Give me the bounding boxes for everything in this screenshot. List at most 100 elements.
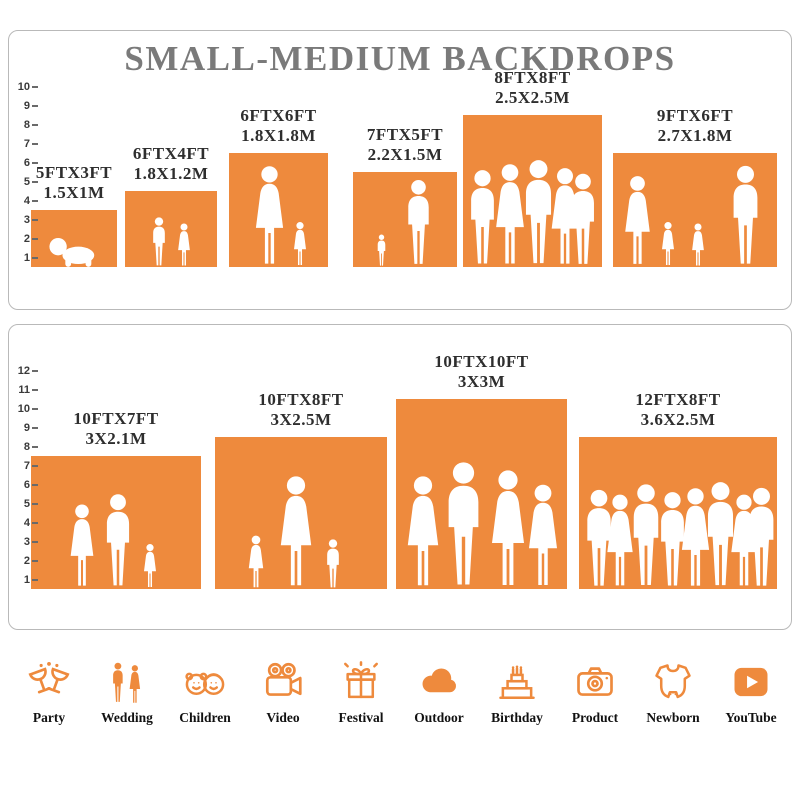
mother-child-silhouette — [255, 166, 306, 265]
video-camera-icon — [265, 662, 302, 696]
ruler-mark: 8 — [12, 115, 38, 134]
category-children: Children — [168, 660, 242, 726]
category-youtube: YouTube — [714, 660, 788, 726]
ruler-mark: 10 — [12, 399, 38, 418]
ruler-number: 11 — [18, 383, 30, 396]
ruler-number: 9 — [23, 99, 30, 112]
father-toddler-silhouette — [377, 179, 429, 266]
wedding-couple-icon — [113, 662, 141, 703]
children-silhouette — [153, 217, 190, 266]
category-festival: Festival — [324, 660, 398, 726]
tick-mark — [32, 256, 38, 259]
size-m: 2.7X1.8M — [657, 126, 733, 146]
ruler-number: 7 — [23, 459, 30, 472]
size-m: 3X3M — [457, 372, 506, 392]
tick-mark — [32, 123, 38, 126]
backdrop-7ftx5ft — [353, 172, 457, 267]
backdrop-label: 5FTX3FT 1.5X1M — [11, 163, 137, 204]
category-party: Party — [12, 660, 86, 726]
ruler-mark: 2 — [12, 551, 38, 570]
category-label: Outdoor — [414, 710, 464, 725]
ruler-mark: 5 — [12, 172, 38, 191]
size-ft: 5FTX3FT — [35, 162, 113, 182]
ruler-number: 8 — [23, 440, 30, 453]
backdrop-label: 10FTX10FT 3X3M — [396, 352, 567, 393]
backdrop-6ftx4ft — [125, 191, 217, 267]
category-product: Product — [558, 660, 632, 726]
ruler-number: 4 — [23, 194, 30, 207]
tick-mark — [32, 502, 38, 505]
backdrop-label: 10FTX8FT 3X2.5M — [215, 390, 387, 431]
ruler-mark: 8 — [12, 437, 38, 456]
tick-mark — [32, 540, 38, 543]
tick-mark — [32, 237, 38, 240]
gift-icon — [344, 661, 378, 699]
tick-mark — [32, 445, 38, 448]
category-newborn: Newborn — [636, 660, 710, 726]
camera-icon — [577, 667, 613, 696]
ruler-number: 3 — [23, 213, 30, 226]
size-m: 3.6X2.5M — [640, 410, 716, 430]
ruler-mark: 4 — [12, 191, 38, 210]
ruler-mark: 7 — [12, 134, 38, 153]
category-outdoor: Outdoor — [402, 660, 476, 726]
ruler-bottom: 12 11 10 9 8 7 6 5 4 3 2 1 — [12, 361, 38, 589]
ruler-mark: 3 — [12, 532, 38, 551]
family-silhouette — [625, 165, 758, 266]
tick-mark — [32, 578, 38, 581]
ruler-mark: 4 — [12, 513, 38, 532]
size-ft: 10FTX8FT — [258, 389, 344, 409]
ruler-mark: 6 — [12, 153, 38, 172]
tick-mark — [32, 407, 38, 410]
category-label: Video — [266, 710, 300, 725]
tick-mark — [32, 85, 38, 88]
backdrop-8ftx8ft — [463, 115, 602, 267]
ruler-mark: 2 — [12, 229, 38, 248]
ruler-number: 1 — [23, 251, 30, 264]
size-m: 3X2.5M — [270, 410, 332, 430]
ruler-mark: 9 — [12, 96, 38, 115]
ruler-top: 10 9 8 7 6 5 4 3 2 1 — [12, 77, 38, 267]
backdrop-label: 6FTX4FT 1.8X1.2M — [105, 144, 237, 185]
backdrop-12ftx8ft — [579, 437, 777, 589]
ruler-number: 6 — [23, 156, 30, 169]
tick-mark — [32, 483, 38, 486]
adult-group-silhouette — [407, 462, 557, 586]
tick-mark — [32, 464, 38, 467]
ruler-mark: 9 — [12, 418, 38, 437]
backdrop-6ftx6ft — [229, 153, 328, 267]
tick-mark — [32, 161, 38, 164]
ruler-mark: 7 — [12, 456, 38, 475]
tick-mark — [32, 559, 38, 562]
ruler-number: 12 — [17, 364, 30, 377]
ruler-number: 10 — [17, 402, 30, 415]
panel-small-backdrops: SMALL-MEDIUM BACKDROPS 10 9 8 7 6 5 4 3 … — [8, 30, 792, 310]
ruler-number: 10 — [17, 80, 30, 93]
cloud-icon — [422, 668, 456, 693]
category-label: Party — [32, 710, 66, 725]
ruler-mark: 6 — [12, 475, 38, 494]
ruler-number: 8 — [23, 118, 30, 131]
crowd-silhouette — [587, 482, 774, 586]
ruler-mark: 3 — [12, 210, 38, 229]
backdrop-10ftx8ft — [215, 437, 387, 589]
backdrop-label: 6FTX6FT 1.8X1.8M — [209, 106, 348, 147]
size-ft: 7FTX5FT — [366, 124, 444, 144]
ruler-number: 5 — [23, 175, 30, 188]
tick-mark — [32, 426, 38, 429]
children-faces-icon — [185, 672, 225, 696]
size-ft: 12FTX8FT — [635, 389, 721, 409]
backdrop-10ftx7ft — [31, 456, 201, 589]
size-m: 1.8X1.8M — [241, 126, 316, 146]
ruler-number: 5 — [23, 497, 30, 510]
baby-onesie-icon — [655, 664, 691, 699]
ruler-mark: 5 — [12, 494, 38, 513]
size-m: 2.2X1.5M — [367, 145, 443, 165]
tick-mark — [32, 218, 38, 221]
size-ft: 6FTX4FT — [132, 143, 210, 163]
size-ft: 8FTX8FT — [494, 67, 571, 87]
adult-group-silhouette — [471, 160, 594, 264]
family-silhouette — [70, 494, 156, 587]
category-label: Newborn — [646, 710, 700, 725]
category-row: Party Wedding — [12, 660, 788, 726]
